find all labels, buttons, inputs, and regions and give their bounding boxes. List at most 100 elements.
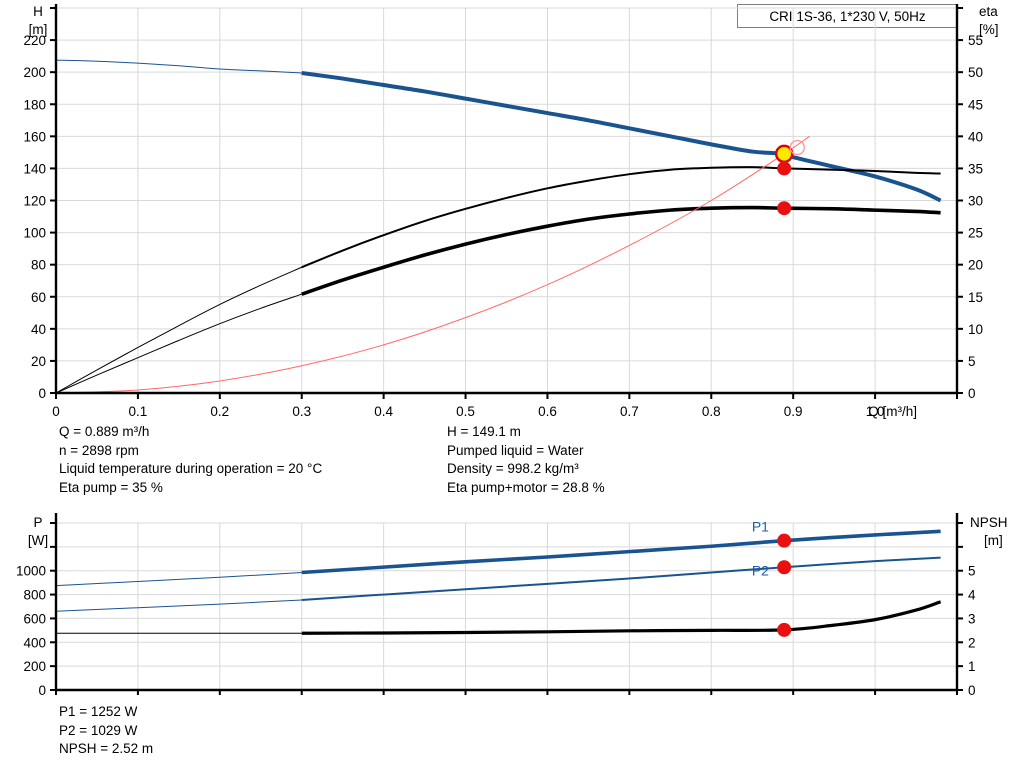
- tick-label-eta: 40: [968, 129, 983, 144]
- tick-label-npsh: 2: [968, 635, 976, 650]
- curve-thick-npsh: [301, 600, 942, 635]
- point-marker: [777, 533, 792, 548]
- curve-thin: [55, 572, 302, 587]
- tick-label-p: 0: [38, 683, 46, 698]
- tick-label-eta: 25: [968, 226, 983, 241]
- curve-thick: [301, 166, 941, 269]
- tick-label-h: 0: [38, 386, 46, 401]
- pump-model-title: CRI 1S-36, 1*230 V, 50Hz: [769, 8, 926, 24]
- axis-unit-npsh: [m]: [984, 533, 1003, 548]
- point-marker: [777, 622, 792, 637]
- tick-label-h: 200: [23, 65, 46, 80]
- tick-label-q: 0.3: [292, 404, 311, 419]
- tick-label-npsh: 5: [968, 564, 976, 579]
- tick-label-p: 1000: [16, 564, 46, 579]
- curve-label-p2: P2: [752, 562, 769, 578]
- operating-info-left: Q = 0.889 m³/h n = 2898 rpm Liquid tempe…: [59, 423, 322, 497]
- info-line: Eta pump = 35 %: [59, 479, 163, 495]
- axis-title-npsh: NPSH: [970, 515, 1008, 530]
- tick-label-h: 60: [31, 290, 46, 305]
- info-line: P1 = 1252 W: [59, 704, 138, 719]
- tick-label-q: 0.7: [620, 404, 639, 419]
- tick-label-q: 0.1: [129, 404, 148, 419]
- tick-label-eta: 35: [968, 161, 983, 176]
- tick-label-eta: 10: [968, 322, 983, 337]
- curve-thin: [55, 266, 303, 394]
- reference-point-marker: [789, 139, 805, 156]
- tick-label-q: 0.2: [210, 404, 229, 419]
- head-eta-chart: 0 20 40 60 80 100 120 140 160 180 200 220 0 5 10 15 20 25…: [23, 4, 999, 419]
- tick-label-p: 600: [23, 611, 46, 626]
- curve-thin: [55, 59, 303, 74]
- curve-label-p1: P1: [752, 518, 769, 534]
- axes: 0 200 400 600 800 1000 0 1 2 3 4 5: [16, 513, 976, 698]
- axis-unit-h: [m]: [29, 22, 48, 37]
- tick-label-h: 40: [31, 322, 46, 337]
- power-npsh-chart: P1 P2 0 200 400 600 800 1000 0 1 2 3 4 5 P [W] NPSH [m]: [16, 513, 1008, 698]
- info-line: Liquid temperature during operation = 20…: [59, 461, 323, 476]
- tick-label-h: 80: [31, 258, 46, 273]
- tick-label-npsh: 1: [968, 659, 976, 674]
- tick-label-h: 180: [23, 97, 46, 112]
- curve-thick-p2: [301, 556, 941, 601]
- tick-label-p: 400: [23, 635, 46, 650]
- tick-label-h: 120: [23, 194, 46, 209]
- point-marker: [777, 161, 792, 176]
- tick-label-h: 160: [23, 129, 46, 144]
- tick-label-npsh: 4: [968, 588, 976, 603]
- tick-label-h: 100: [23, 226, 46, 241]
- curve-thick: [301, 70, 942, 203]
- info-line: n = 2898 rpm: [59, 442, 139, 458]
- axis-title-q: Q [m³/h]: [868, 404, 917, 419]
- curve-thick: [301, 205, 941, 296]
- tick-label-npsh: 3: [968, 611, 976, 626]
- tick-label-p: 800: [23, 588, 46, 603]
- tick-label-eta: 5: [968, 354, 976, 369]
- axes: 0 20 40 60 80 100 120 140 160 180 200 220 0 5 10 15 20 25…: [23, 4, 983, 419]
- curves: [55, 59, 942, 394]
- tick-label-eta: 30: [968, 194, 983, 209]
- point-marker: [777, 201, 792, 216]
- operating-info-right: H = 149.1 m Pumped liquid = Water Densit…: [447, 423, 605, 497]
- info-line: Q = 0.889 m³/h: [59, 424, 150, 439]
- power-info-left: P1 = 1252 W P2 = 1029 W NPSH = 2.52 m: [59, 703, 153, 759]
- point-marker: [777, 560, 792, 575]
- duty-point-markers: [777, 533, 792, 637]
- tick-label-eta: 55: [968, 33, 983, 48]
- axis-title-eta: eta: [979, 4, 998, 19]
- grid-lines: [55, 522, 958, 691]
- tick-label-q: 0.6: [538, 404, 557, 419]
- tick-label-npsh: 0: [968, 683, 976, 698]
- axis-title-p: P: [33, 515, 42, 530]
- tick-label-q: 0.5: [456, 404, 475, 419]
- tick-label-q: 0.9: [784, 404, 803, 419]
- axis-unit-eta: [%]: [979, 22, 999, 37]
- curve-system: [55, 135, 810, 394]
- info-line: NPSH = 2.52 m: [59, 741, 154, 756]
- info-line: Eta pump+motor = 28.8 %: [447, 479, 605, 495]
- info-line: P2 = 1029 W: [59, 722, 138, 738]
- tick-label-eta: 50: [968, 65, 983, 80]
- axis-unit-p: [W]: [28, 533, 48, 548]
- tick-label-q: 1.0: [866, 404, 885, 419]
- tick-label-q: 0: [52, 404, 60, 419]
- curves: [55, 529, 942, 635]
- tick-label-h: 140: [23, 161, 46, 176]
- info-line: H = 149.1 m: [447, 424, 521, 439]
- curve-thick-p1: [301, 529, 941, 575]
- tick-label-p: 200: [23, 659, 46, 674]
- curve-thin: [55, 293, 303, 394]
- tick-label-eta: 20: [968, 258, 983, 273]
- tick-label-h: 20: [31, 354, 46, 369]
- tick-label-eta: 15: [968, 290, 983, 305]
- info-line: Pumped liquid = Water: [447, 442, 584, 458]
- tick-label-eta: 45: [968, 97, 983, 112]
- axis-title-h: H: [33, 4, 43, 19]
- tick-label-q: 0.4: [374, 404, 393, 419]
- tick-label-h: 220: [23, 33, 46, 48]
- tick-label-q: 0.8: [702, 404, 721, 419]
- tick-label-eta: 0: [968, 386, 976, 401]
- info-line: Density = 998.2 kg/m³: [447, 461, 579, 476]
- curve-thin: [55, 599, 302, 612]
